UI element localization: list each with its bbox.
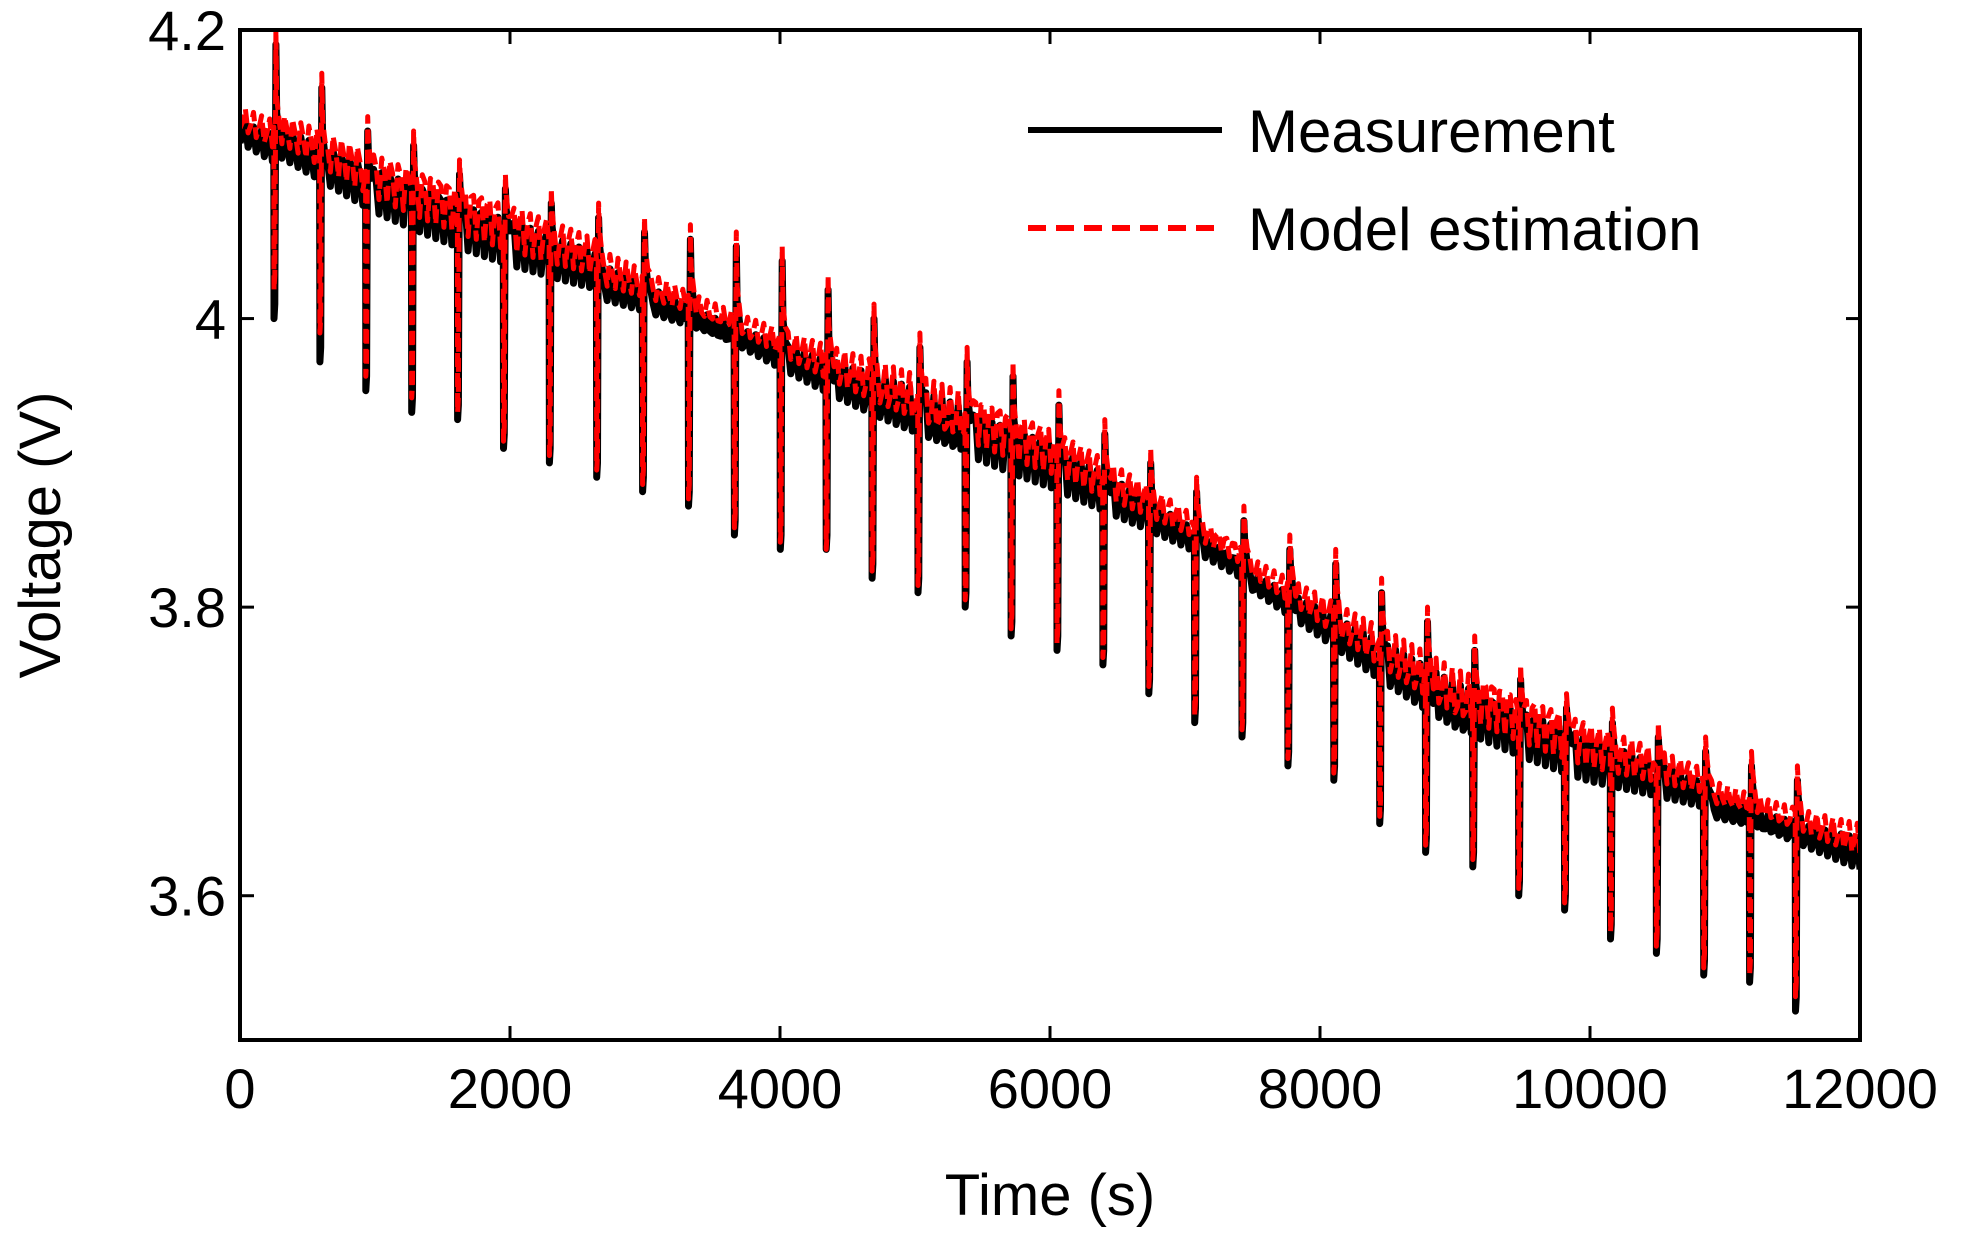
ticks-layer: 0 2000 4000 6000 8000 10000 12000 3.6 3.8 4 4.2	[148, 0, 1938, 1120]
y-tick-label: 3.8	[148, 576, 226, 639]
x-tick-label: 6000	[988, 1057, 1113, 1120]
x-axis-title: Time (s)	[945, 1163, 1155, 1228]
series-line-measurement	[240, 40, 1860, 1015]
legend-label-measurement: Measurement	[1248, 98, 1615, 165]
y-tick-label: 4	[195, 288, 226, 351]
x-tick-label: 0	[224, 1057, 255, 1120]
x-tick-label: 2000	[448, 1057, 573, 1120]
x-tick-label: 12000	[1782, 1057, 1938, 1120]
x-tick-label: 8000	[1258, 1057, 1383, 1120]
y-axis-title: Voltage (V)	[8, 392, 73, 679]
legend: Measurement Model estimation	[1028, 98, 1702, 263]
series-line-model-estimation	[240, 30, 1860, 1000]
x-tick-label: 10000	[1512, 1057, 1668, 1120]
legend-label-model-estimation: Model estimation	[1248, 196, 1702, 263]
y-tick-label: 3.6	[148, 865, 226, 928]
y-tick-label: 4.2	[148, 0, 226, 62]
x-tick-label: 4000	[718, 1057, 843, 1120]
plot-frame	[238, 28, 1862, 1042]
series-layer	[240, 30, 1860, 1015]
